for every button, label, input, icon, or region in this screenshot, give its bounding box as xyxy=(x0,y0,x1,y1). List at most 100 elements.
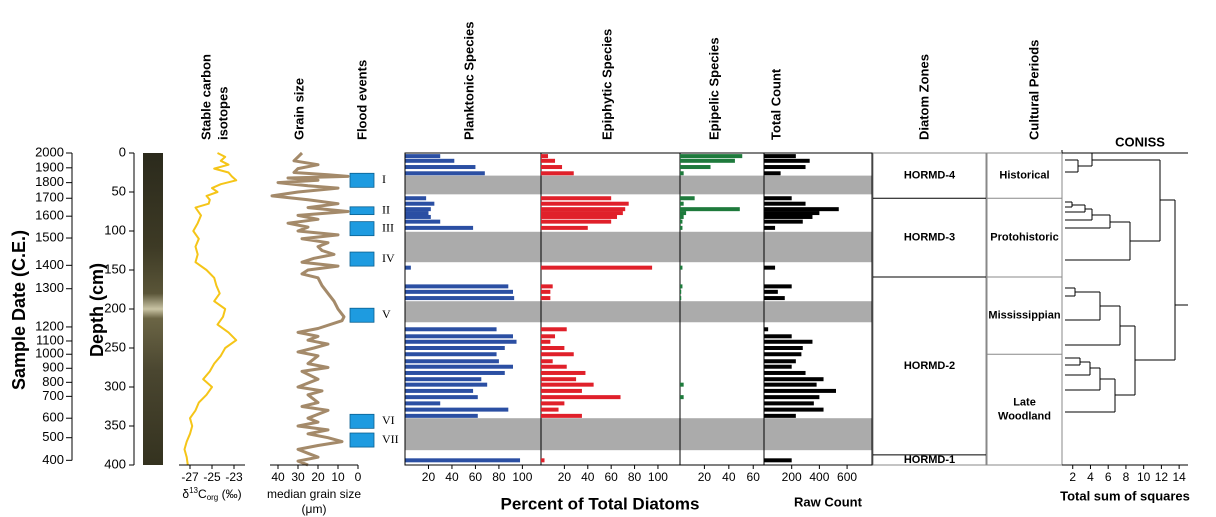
bar xyxy=(680,395,684,399)
bar xyxy=(764,266,775,270)
bar xyxy=(764,171,781,175)
date-tick-label: 1700 xyxy=(35,190,64,205)
bar xyxy=(405,154,440,158)
bar xyxy=(541,340,550,344)
x-tick-label: -27 xyxy=(181,470,199,484)
date-tick-label: 1500 xyxy=(35,229,64,244)
bar xyxy=(680,226,682,230)
bar xyxy=(541,371,585,375)
figure: Sample Date (C.E.) Depth (cm) Percent of… xyxy=(0,0,1216,517)
x-tick-label: 8 xyxy=(1123,470,1130,484)
x-axis-label: δ13Corg (‰) xyxy=(182,486,241,502)
bar xyxy=(541,154,548,158)
flood-label: V xyxy=(382,307,391,321)
bar xyxy=(405,284,508,288)
bar xyxy=(764,365,792,369)
bar xyxy=(680,296,681,300)
depth-tick-label: 350 xyxy=(104,417,126,432)
bar xyxy=(405,327,497,331)
x-axis-label-part: org xyxy=(207,493,219,502)
bar xyxy=(405,377,481,381)
flood-event xyxy=(350,173,374,187)
bar xyxy=(405,458,520,462)
x-tick-label: 400 xyxy=(809,470,829,484)
bar xyxy=(541,171,574,175)
bar xyxy=(541,159,555,163)
bar xyxy=(764,165,806,169)
x-tick-label: 20 xyxy=(311,470,325,484)
x-tick-label: 100 xyxy=(648,470,668,484)
x-axis-label: Total sum of squares xyxy=(1060,488,1190,503)
x-tick-label: 12 xyxy=(1155,470,1169,484)
zone-label: HORMD-1 xyxy=(904,454,955,466)
bar xyxy=(405,334,513,338)
flood-label: II xyxy=(382,202,390,216)
depth-tick-label: 50 xyxy=(112,183,126,198)
bar xyxy=(764,458,792,462)
x-tick-label: 60 xyxy=(469,470,483,484)
x-tick-label: 40 xyxy=(722,470,736,484)
depth-tick-label: 100 xyxy=(104,222,126,237)
bar xyxy=(541,296,550,300)
bar xyxy=(764,284,792,288)
bar xyxy=(405,352,497,356)
bar xyxy=(405,346,505,350)
bar xyxy=(405,340,517,344)
x-tick-label: 20 xyxy=(698,470,712,484)
bar xyxy=(680,165,711,169)
zone-label: Woodland xyxy=(998,411,1051,423)
bar xyxy=(764,290,778,294)
bar xyxy=(405,371,505,375)
x-tick-label: 14 xyxy=(1172,470,1186,484)
date-tick-label: 600 xyxy=(42,410,64,425)
date-tick-label: 500 xyxy=(42,429,64,444)
depth-tick-label: 0 xyxy=(119,144,126,159)
date-tick-label: 1900 xyxy=(35,159,64,174)
bar xyxy=(541,377,576,381)
bar xyxy=(541,414,582,418)
zone-frame xyxy=(873,153,986,465)
depth-tick-label: 200 xyxy=(104,300,126,315)
date-tick-label: 700 xyxy=(42,388,64,403)
depth-tick-label: 300 xyxy=(104,378,126,393)
zone-label: HORMD-3 xyxy=(904,232,955,244)
no-data-gap xyxy=(405,232,872,262)
x-tick-label: 2 xyxy=(1069,470,1076,484)
x-tick-label: 40 xyxy=(445,470,459,484)
bar xyxy=(764,207,839,211)
x-tick-label: 4 xyxy=(1087,470,1094,484)
flood-event xyxy=(350,433,374,447)
bar xyxy=(541,458,545,462)
date-tick-label: 1300 xyxy=(35,280,64,295)
bar xyxy=(764,226,775,230)
bar xyxy=(405,165,475,169)
bar xyxy=(541,401,564,405)
panel-title: Diatom Zones xyxy=(916,54,931,140)
bar xyxy=(680,215,684,219)
bar xyxy=(680,220,682,224)
bar xyxy=(764,196,792,200)
bar xyxy=(764,220,803,224)
bar xyxy=(541,202,629,206)
zone-label: HORMD-4 xyxy=(904,170,956,182)
date-tick-label: 2000 xyxy=(35,144,64,159)
bar xyxy=(541,327,567,331)
bar xyxy=(680,196,695,200)
flood-label: VII xyxy=(382,432,399,446)
date-tick-label: 1000 xyxy=(35,346,64,361)
panel-title: Epiphytic Species xyxy=(599,29,614,140)
panel-title: isotopes xyxy=(215,87,230,140)
bar xyxy=(405,220,440,224)
bar xyxy=(541,284,553,288)
diatom-x-label: Percent of Total Diatoms xyxy=(501,494,700,513)
bar xyxy=(764,202,806,206)
bar xyxy=(405,171,485,175)
zone-label: Historical xyxy=(999,170,1049,182)
bar xyxy=(680,171,684,175)
bar xyxy=(764,334,792,338)
x-tick-label: -23 xyxy=(225,470,243,484)
date-tick-label: 1800 xyxy=(35,174,64,189)
bar xyxy=(541,211,623,215)
bar xyxy=(764,401,814,405)
flood-event xyxy=(350,252,374,266)
